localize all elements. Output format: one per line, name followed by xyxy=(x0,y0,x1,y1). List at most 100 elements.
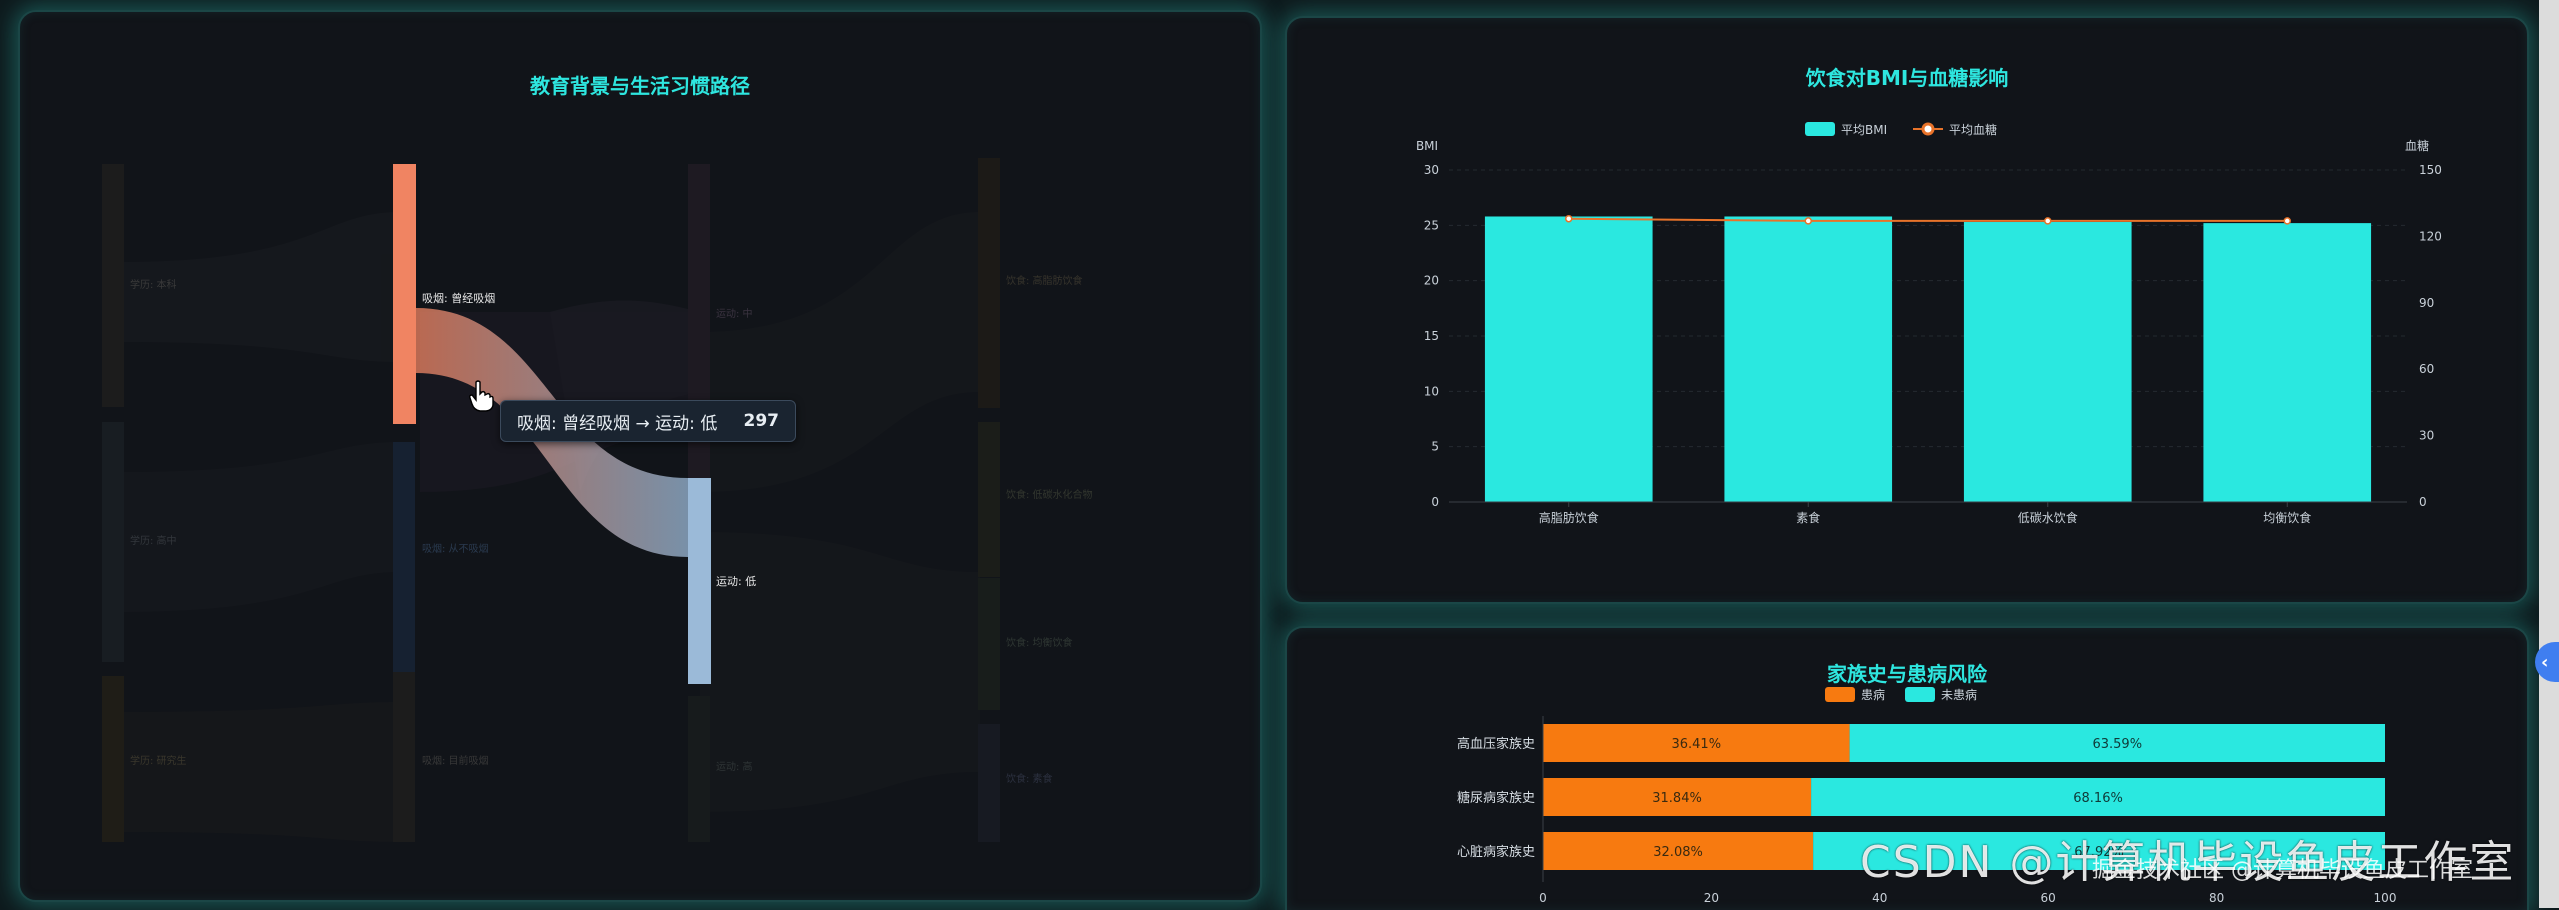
bmi-bar[interactable] xyxy=(1963,222,2132,502)
healthy-bar[interactable] xyxy=(1813,832,2385,870)
sankey-label-ex-high: 运动: 高 xyxy=(716,760,753,773)
sankey-label-ex-low: 运动: 低 xyxy=(716,575,756,588)
sankey-node-edu-c[interactable] xyxy=(102,676,124,842)
sankey-title: 教育背景与生活习惯路径 xyxy=(530,74,750,98)
sankey-label-smoke-current: 吸烟: 从不吸烟 xyxy=(422,542,489,555)
y-tick-label: 30 xyxy=(1424,163,1439,177)
x-tick-label: 均衡饮食 xyxy=(2263,510,2311,525)
x-tick-label: 60 xyxy=(2041,891,2056,905)
hand-cursor-icon xyxy=(469,380,494,412)
sankey-node-diet-a[interactable] xyxy=(978,158,1000,408)
glucose-point[interactable] xyxy=(1804,217,1812,225)
x-tick-label: 0 xyxy=(1539,891,1547,905)
bmi-chart[interactable]: 平均BMI 平均血糖 BMI 血糖 0 5 10 15 20 25 30 0 30 60 90 120… xyxy=(1287,18,2527,602)
sankey-flow xyxy=(120,702,400,842)
bmi-legend[interactable]: 平均BMI 平均血糖 xyxy=(1805,122,1997,137)
y2-tick-label: 0 xyxy=(2419,495,2427,509)
y2-tick-label: 90 xyxy=(2419,296,2434,310)
x-tick-label: 高脂肪饮食 xyxy=(1539,510,1599,525)
sankey-label-diet-d: 饮食: 素食 xyxy=(1006,772,1053,785)
risk-chart[interactable]: 患病 未患病 36.41% 63.59% 31.84% 68.16% 32.08% 67.… xyxy=(1287,628,2527,910)
x-tick-label: 40 xyxy=(1872,891,1887,905)
sankey-node-edu-a[interactable] xyxy=(102,164,124,407)
sick-bar[interactable] xyxy=(1543,832,1814,870)
sankey-label-edu-c: 学历: 研究生 xyxy=(130,754,187,767)
x-tick-label: 低碳水饮食 xyxy=(2018,510,2078,525)
sankey-panel: 教育背景与生活习惯路径 学历: 本科 学历: 高中 学历: 研究生 吸烟: 从不… xyxy=(18,10,1262,902)
healthy-bar[interactable] xyxy=(1849,724,2385,762)
sankey-label-diet-c: 饮食: 均衡饮食 xyxy=(1006,636,1073,649)
y-tick-label: 15 xyxy=(1424,329,1439,343)
x-tick-label: 20 xyxy=(1704,891,1719,905)
window-scrollbar[interactable] xyxy=(2539,0,2559,908)
y-tick-label: 20 xyxy=(1424,274,1439,288)
sankey-node-ex-high[interactable] xyxy=(688,696,710,842)
glucose-point[interactable] xyxy=(2283,217,2291,225)
sick-bar[interactable] xyxy=(1543,724,1850,762)
legend-label-sick: 患病 xyxy=(1861,687,1885,702)
y-category-label: 心脏病家族史 xyxy=(1457,844,1535,860)
bmi-bar[interactable] xyxy=(1724,216,1893,503)
sankey-node-ex-low[interactable] xyxy=(688,478,711,684)
sankey-node-diet-b[interactable] xyxy=(978,422,1000,577)
sick-value-label: 31.84% xyxy=(1652,791,1702,806)
tooltip-label: 吸烟: 曾经吸烟 → 运动: 低 xyxy=(517,413,718,434)
sankey-flow xyxy=(700,532,980,812)
legend-marker-glucose[interactable] xyxy=(1921,122,1935,136)
healthy-bar[interactable] xyxy=(1811,778,2385,816)
bmi-bar[interactable] xyxy=(2203,223,2372,502)
y-tick-label: 5 xyxy=(1431,440,1439,454)
y-tick-label: 0 xyxy=(1431,495,1439,509)
x-tick-label: 80 xyxy=(2209,891,2224,905)
chevron-left-icon: ‹ xyxy=(2541,651,2549,673)
sankey-label-edu-a: 学历: 本科 xyxy=(130,278,177,291)
y-tick-label: 25 xyxy=(1424,218,1439,232)
sankey-label-smoke-never: 吸烟: 目前吸烟 xyxy=(422,754,489,767)
sankey-label-diet-b: 饮食: 低碳水化合物 xyxy=(1006,488,1093,501)
y-tick-label: 10 xyxy=(1424,384,1439,398)
glucose-point[interactable] xyxy=(2044,217,2052,225)
watermark: CSDN @计算机毕设鱼皮工作室 xyxy=(1860,837,2516,888)
y2-tick-label: 30 xyxy=(2419,429,2434,443)
sankey-flow xyxy=(700,212,980,492)
sankey-node-diet-c[interactable] xyxy=(978,578,1000,710)
sankey-label-diet-a: 饮食: 高脂肪饮食 xyxy=(1006,274,1083,287)
sankey-node-diet-d[interactable] xyxy=(978,724,1000,842)
sick-bar[interactable] xyxy=(1543,778,1812,816)
y2-axis-label: 血糖 xyxy=(2405,138,2429,153)
sankey-label-smoke-former: 吸烟: 曾经吸烟 xyxy=(422,291,495,305)
y-category-label: 高血压家族史 xyxy=(1457,736,1535,752)
risk-legend[interactable]: 患病 未患病 xyxy=(1825,687,1977,702)
sankey-node-smoke-never[interactable] xyxy=(393,672,415,842)
sankey-node-smoke-former[interactable] xyxy=(393,164,416,424)
x-tick-label: 素食 xyxy=(1796,510,1820,525)
sankey-node-smoke-current[interactable] xyxy=(393,442,415,672)
glucose-point[interactable] xyxy=(1565,214,1573,223)
risk-chart-panel: 家族史与患病风险 患病 未患病 36.41% 63.59% 31.84% 68.16%… xyxy=(1285,626,2529,910)
y2-tick-label: 120 xyxy=(2419,229,2442,243)
sankey-flow xyxy=(120,442,400,612)
healthy-value-label: 68.16% xyxy=(2073,791,2123,806)
sankey-label-ex-mid: 运动: 中 xyxy=(716,307,753,320)
y-category-label: 糖尿病家族史 xyxy=(1457,790,1535,806)
watermark-sub: 掘金技术社区 @计算机毕设鱼皮工作室 xyxy=(2092,858,2473,883)
glucose-line[interactable] xyxy=(1568,217,2288,222)
legend-swatch-sick[interactable] xyxy=(1825,687,1855,702)
sankey-tooltip: 吸烟: 曾经吸烟 → 运动: 低 297 xyxy=(500,400,796,442)
sankey-label-edu-b: 学历: 高中 xyxy=(130,534,177,547)
legend-label-glucose: 平均血糖 xyxy=(1949,122,1997,137)
bmi-chart-title: 饮食对BMI与血糖影响 xyxy=(1805,66,2009,90)
y-axis-label: BMI xyxy=(1416,139,1438,153)
sick-value-label: 32.08% xyxy=(1653,845,1703,860)
sankey-chart[interactable]: 学历: 本科 学历: 高中 学历: 研究生 吸烟: 从不吸烟 吸烟: 目前吸烟 … xyxy=(20,12,1260,900)
legend-swatch-bmi[interactable] xyxy=(1805,122,1835,136)
tooltip-value: 297 xyxy=(743,411,780,431)
healthy-value-label: 67.92% xyxy=(2074,845,2124,860)
bmi-bar[interactable] xyxy=(1484,216,1653,503)
x-tick-label: 100 xyxy=(2374,891,2397,905)
bmi-chart-panel: 饮食对BMI与血糖影响 平均BMI 平均血糖 BMI 血糖 0 5 10 15 20 25… xyxy=(1285,16,2529,604)
legend-swatch-healthy[interactable] xyxy=(1905,687,1935,702)
sankey-node-edu-b[interactable] xyxy=(102,422,124,662)
sick-value-label: 36.41% xyxy=(1671,737,1721,752)
legend-label-bmi: 平均BMI xyxy=(1841,123,1887,137)
